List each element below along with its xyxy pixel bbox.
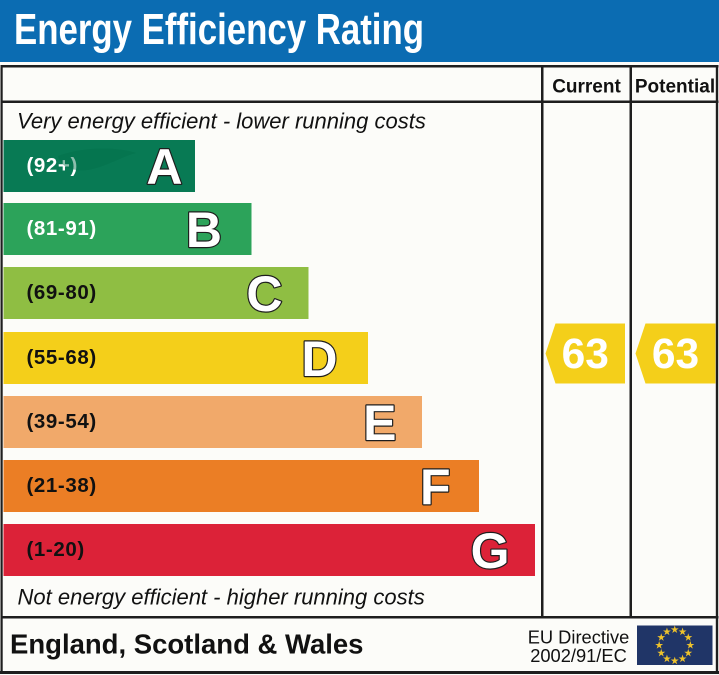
svg-text:(92+): (92+) (27, 154, 78, 177)
svg-text:(1-20): (1-20) (27, 538, 85, 561)
svg-text:G: G (471, 523, 510, 579)
svg-text:Potential: Potential (635, 77, 715, 98)
svg-text:B: B (186, 202, 222, 258)
svg-text:D: D (301, 331, 337, 387)
svg-text:63: 63 (652, 331, 699, 378)
svg-text:Energy Efficiency Rating: Energy Efficiency Rating (14, 5, 424, 54)
svg-text:Not energy efficient - higher: Not energy efficient - higher running co… (18, 585, 425, 610)
svg-text:(39-54): (39-54) (27, 410, 97, 433)
svg-text:2002/91/EC: 2002/91/EC (530, 645, 627, 666)
svg-text:F: F (420, 459, 451, 515)
svg-text:(21-38): (21-38) (27, 474, 97, 497)
svg-text:E: E (363, 395, 396, 451)
svg-text:(69-80): (69-80) (27, 281, 97, 304)
svg-text:EU Directive: EU Directive (528, 627, 630, 648)
svg-text:63: 63 (562, 331, 609, 378)
svg-text:England, Scotland & Wales: England, Scotland & Wales (10, 629, 363, 660)
svg-text:C: C (246, 266, 282, 322)
svg-text:A: A (146, 139, 182, 195)
svg-text:Current: Current (552, 77, 621, 98)
svg-text:(55-68): (55-68) (27, 346, 97, 369)
svg-text:(81-91): (81-91) (27, 217, 97, 240)
svg-text:Very energy efficient - lower: Very energy efficient - lower running co… (17, 109, 426, 134)
